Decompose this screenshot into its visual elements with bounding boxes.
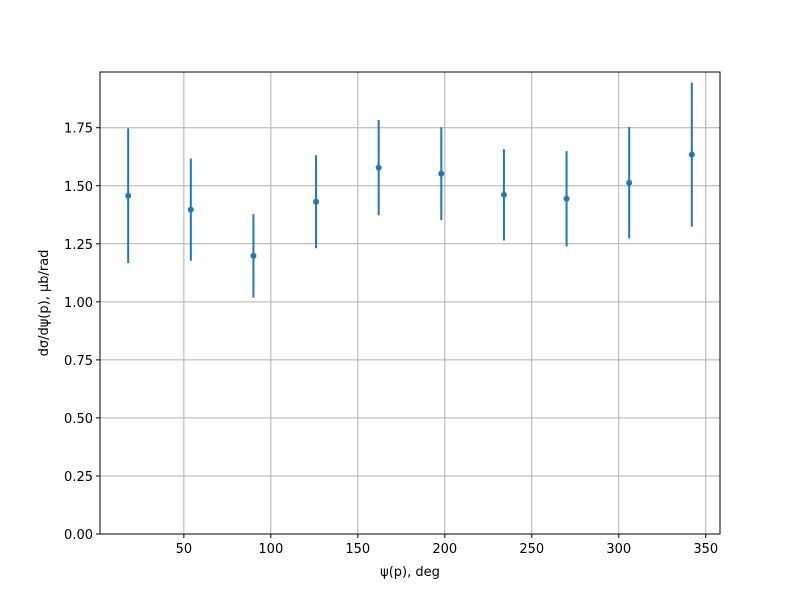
x-tick-label: 200	[432, 542, 457, 557]
data-point	[187, 206, 194, 213]
data-point	[375, 164, 382, 171]
y-tick-label: 1.00	[64, 296, 93, 311]
y-tick-label: 0.50	[64, 412, 93, 427]
x-tick-label: 100	[258, 542, 283, 557]
data-point	[438, 170, 445, 177]
data-point	[626, 179, 633, 186]
x-tick-label: 250	[519, 542, 544, 557]
x-tick-label: 300	[606, 542, 631, 557]
y-tick-label: 0.00	[64, 528, 93, 543]
x-axis-label: ψ(p), deg	[380, 565, 440, 580]
data-point	[688, 151, 695, 158]
data-point	[250, 252, 257, 259]
data-point	[313, 198, 320, 205]
y-tick-label: 0.25	[64, 470, 93, 485]
y-axis-label: dσ/dψ(p), μb/rad	[37, 250, 52, 357]
x-tick-label: 350	[693, 542, 718, 557]
y-tick-label: 0.75	[64, 354, 93, 369]
x-tick-label: 150	[345, 542, 370, 557]
x-tick-label: 50	[176, 542, 193, 557]
y-tick-label: 1.25	[64, 238, 93, 253]
y-tick-label: 1.50	[64, 180, 93, 195]
y-tick-label: 1.75	[64, 122, 93, 137]
plot-frame	[99, 71, 721, 535]
data-point	[563, 195, 570, 202]
data-point	[500, 191, 507, 198]
data-point	[125, 192, 132, 199]
